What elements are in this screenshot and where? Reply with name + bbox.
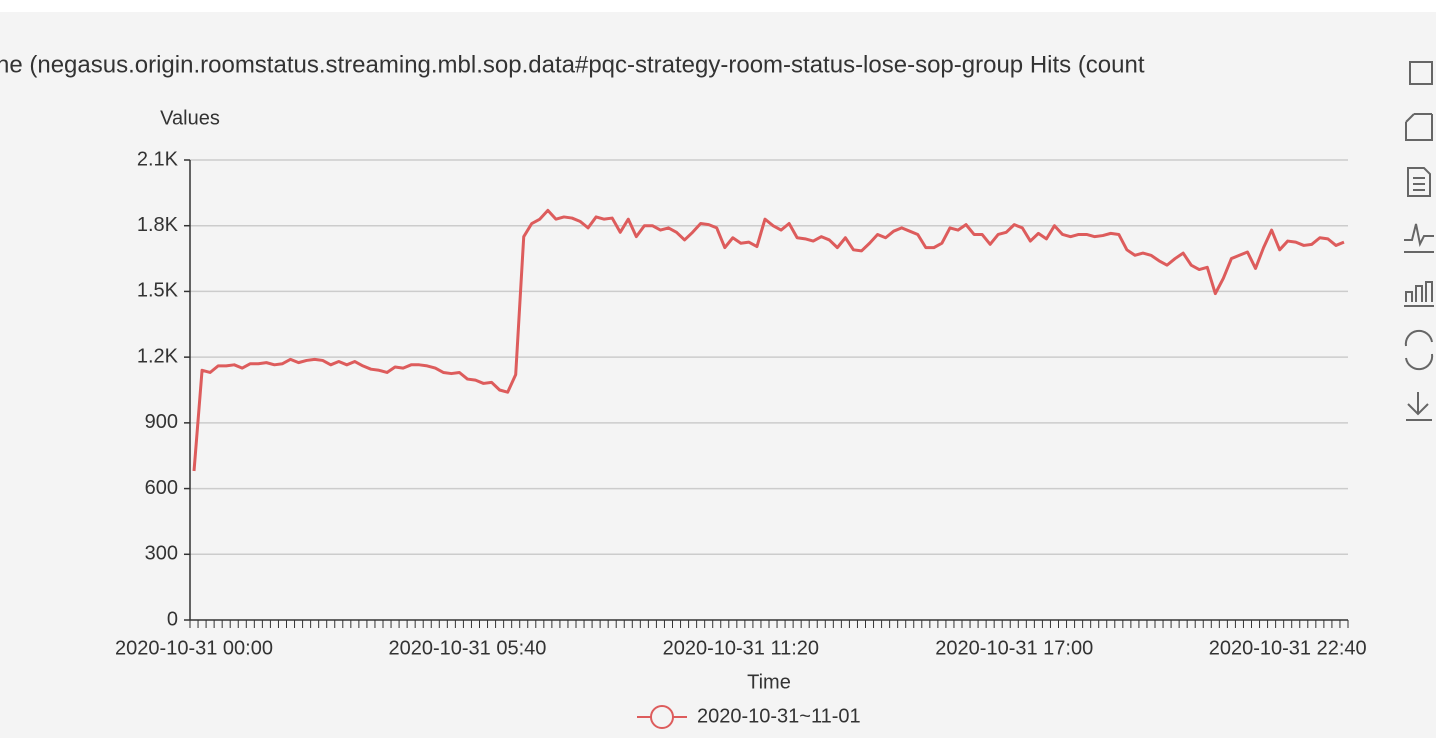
toolbox[interactable]: [1404, 61, 1434, 421]
y-tick-label: 0: [167, 608, 178, 630]
x-axis-label: Time: [747, 671, 791, 693]
chart-background: [0, 12, 1436, 738]
x-tick-label: 2020-10-31 17:00: [935, 637, 1093, 659]
y-tick-label: 2.1K: [137, 148, 179, 170]
legend-label: 2020-10-31~11-01: [697, 705, 861, 727]
y-tick-label: 1.5K: [137, 280, 179, 302]
tool-icon[interactable]: [1404, 329, 1434, 371]
x-tick-label: 2020-10-31 11:20: [663, 637, 819, 659]
tool-icon[interactable]: [1409, 61, 1433, 85]
tool-icon[interactable]: [1406, 392, 1432, 421]
y-tick-label: 300: [145, 543, 178, 565]
y-tick-label: 600: [145, 477, 178, 499]
x-tick-label: 2020-10-31 05:40: [388, 637, 546, 659]
tool-icon[interactable]: [1404, 281, 1434, 307]
y-tick-label: 1.2K: [137, 345, 179, 367]
x-tick-label: 2020-10-31 00:00: [115, 637, 273, 659]
data-line: [192, 208, 1345, 472]
tool-icon[interactable]: [1405, 113, 1433, 141]
y-axis-label: Values: [160, 107, 220, 129]
tool-icon[interactable]: [1407, 167, 1431, 197]
chart-title: ne (negasus.origin.roomstatus.streaming.…: [0, 51, 1145, 78]
tool-icon[interactable]: [1404, 223, 1434, 253]
x-tick-label: 2020-10-31 22:40: [1209, 637, 1367, 659]
legend-marker: [650, 705, 674, 729]
y-tick-label: 1.8K: [137, 214, 179, 236]
y-tick-label: 900: [145, 411, 178, 433]
